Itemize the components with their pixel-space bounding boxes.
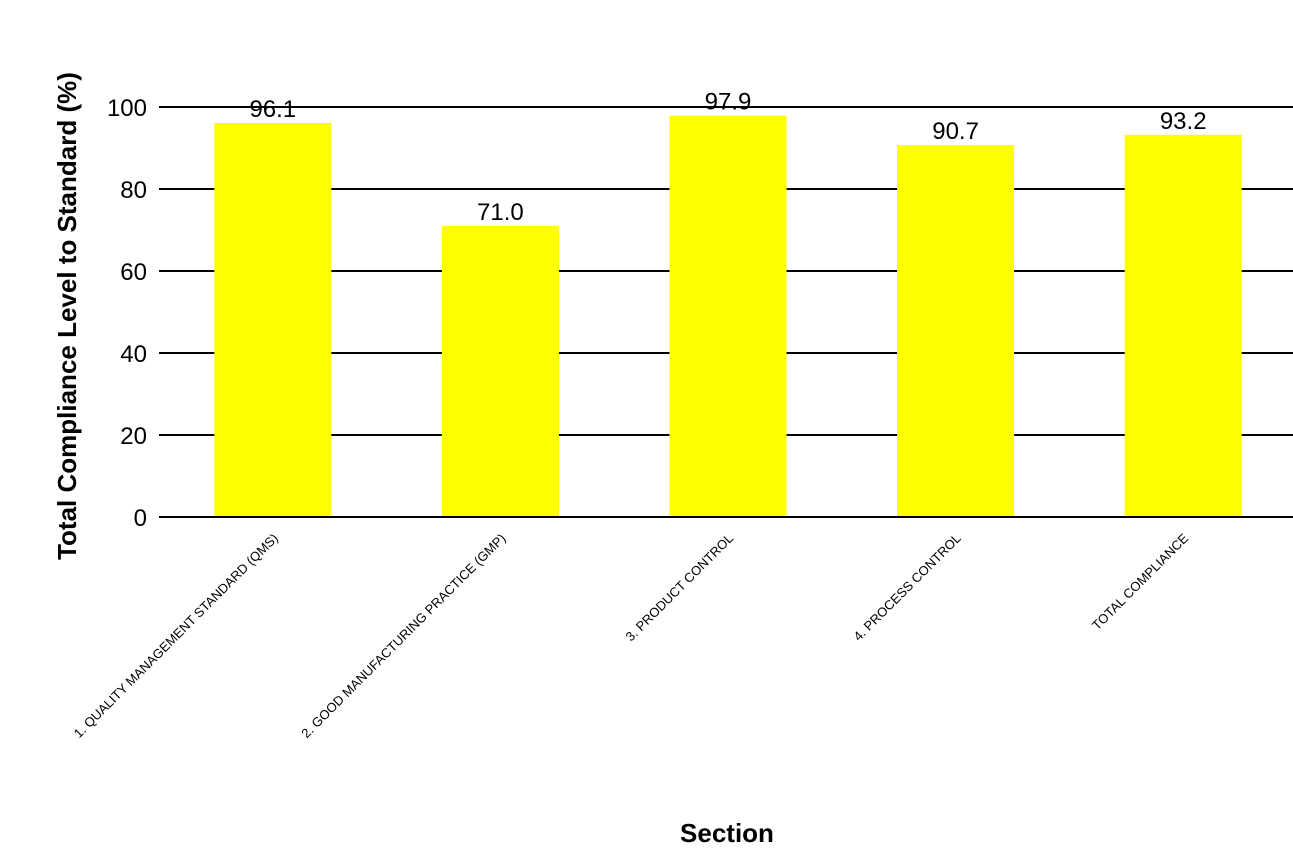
data-label: 96.1: [249, 96, 296, 123]
y-tick-label: 0: [134, 505, 147, 532]
bar: [1124, 134, 1242, 517]
y-tick-label: 80: [120, 177, 147, 204]
bar: [669, 115, 787, 518]
y-tick-label: 60: [120, 259, 147, 286]
x-tick-label: 1. QUALITY MANAGEMENT STANDARD (QMS): [71, 531, 281, 741]
x-axis-title: Section: [680, 818, 774, 848]
bar: [441, 225, 559, 517]
data-label: 97.9: [705, 89, 752, 116]
y-tick-label: 20: [120, 423, 147, 450]
y-axis-title: Total Compliance Level to Standard (%): [52, 72, 82, 560]
x-tick-labels: 1. QUALITY MANAGEMENT STANDARD (QMS) 2. G…: [71, 530, 1192, 741]
x-tick-label: 2. GOOD MANUFACTURING PRACTICE (GMP): [298, 531, 508, 741]
y-tick-labels: 0 20 40 60 80 100: [107, 95, 147, 532]
data-labels: 96.1 71.0 97.9 90.7 93.2: [249, 89, 1206, 226]
x-tick-label: 4. PROCESS CONTROL: [850, 531, 963, 644]
data-label: 90.7: [932, 118, 979, 145]
y-tick-label: 40: [120, 341, 147, 368]
bar: [897, 145, 1015, 517]
bar: [214, 122, 332, 518]
x-tick-label: 3. PRODUCT CONTROL: [623, 531, 737, 645]
y-tick-label: 100: [107, 95, 147, 122]
data-label: 71.0: [477, 199, 524, 226]
data-label: 93.2: [1160, 108, 1207, 135]
bars: [214, 115, 1242, 518]
x-tick-label: TOTAL COMPLIANCE: [1089, 530, 1192, 633]
